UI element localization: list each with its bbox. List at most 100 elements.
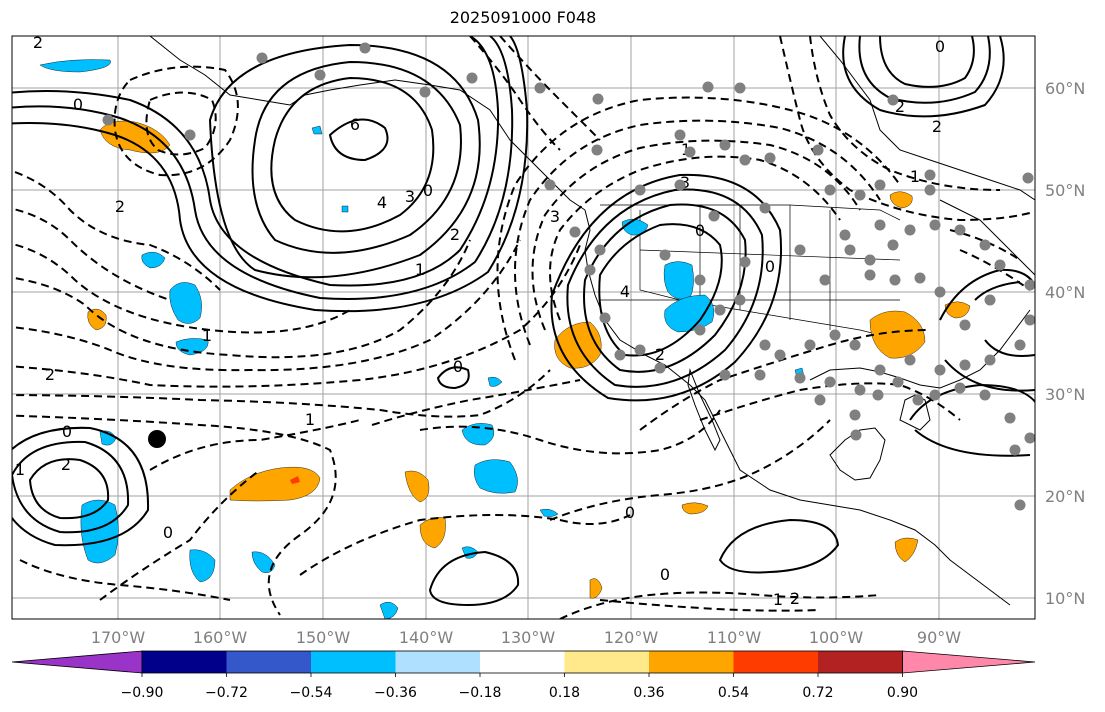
- station-dot: [694, 274, 706, 286]
- lon-tick-label: 100°W: [809, 628, 864, 647]
- colorbar-label: −0.54: [290, 685, 333, 701]
- station-dot: [929, 389, 941, 401]
- station-dot: [924, 184, 936, 196]
- station-dot: [584, 264, 596, 276]
- lon-tick-label: 170°W: [91, 628, 146, 647]
- station-dot: [864, 254, 876, 266]
- station-dot: [708, 210, 720, 222]
- coastlines: [149, 36, 1035, 606]
- station-dot: [674, 179, 686, 191]
- contour-label: 2: [61, 455, 71, 474]
- station-dot: [256, 52, 268, 64]
- station-dot: [984, 294, 996, 306]
- station-dot: [674, 129, 686, 141]
- contour-label: 2: [45, 365, 55, 384]
- lon-tick-label: 120°W: [604, 628, 659, 647]
- station-dot: [734, 82, 746, 94]
- colorbar-label: −0.36: [374, 685, 417, 701]
- station-dot: [889, 274, 901, 286]
- station-dot: [419, 86, 431, 98]
- station-dot: [929, 219, 941, 231]
- lon-tick-label: 160°W: [193, 628, 248, 647]
- station-dot: [839, 229, 851, 241]
- station-dot: [1009, 444, 1021, 456]
- colorbar-label: 0.36: [633, 685, 664, 701]
- lon-tick-label: 130°W: [501, 628, 556, 647]
- station-dot: [849, 409, 861, 421]
- contour-label: 0: [765, 257, 775, 276]
- contour-label: 4: [377, 193, 387, 212]
- station-dot: [659, 249, 671, 261]
- contour-label: 1: [910, 167, 920, 186]
- lon-tick-label: 90°W: [917, 628, 961, 647]
- colorbar-segment: [564, 651, 649, 673]
- contour-label: 1: [773, 590, 783, 609]
- station-dot: [739, 256, 751, 268]
- station-dot: [1024, 279, 1035, 291]
- station-dot: [764, 152, 776, 164]
- station-dot: [824, 184, 836, 196]
- lat-tick-label: 40°N: [1045, 283, 1085, 302]
- station-dot: [754, 369, 766, 381]
- colorbar-label: −0.90: [121, 685, 164, 701]
- station-dot: [1024, 432, 1035, 444]
- station-dot: [892, 376, 904, 388]
- positive-contours: [12, 36, 1035, 607]
- station-dot: [694, 324, 706, 336]
- colorbar-segment: [733, 651, 818, 673]
- latitude-ticks: 60°N 50°N 40°N 30°N 20°N 10°N: [1045, 79, 1085, 608]
- station-dot: [887, 94, 899, 106]
- station-dot: [534, 82, 546, 94]
- station-dot: [594, 244, 606, 256]
- station-dot: [702, 81, 714, 93]
- station-dot: [874, 219, 886, 231]
- colorbar-label: 0.54: [718, 685, 749, 701]
- station-dot: [872, 389, 884, 401]
- lat-tick-label: 50°N: [1045, 181, 1085, 200]
- contour-label: 1: [202, 326, 212, 345]
- contour-label: 3: [680, 173, 690, 192]
- contour-label: 2: [33, 33, 43, 52]
- station-dot: [979, 239, 991, 251]
- colorbar-labels: −0.90 −0.72 −0.54 −0.36 −0.18 0.18 0.36 0.54 0.7…: [121, 673, 918, 701]
- station-dot: [794, 372, 806, 384]
- station-dot: [874, 179, 886, 191]
- station-dot: [359, 42, 371, 54]
- station-dot: [794, 244, 806, 256]
- lat-tick-label: 20°N: [1045, 487, 1085, 506]
- station-dot: [954, 382, 966, 394]
- station-dot: [614, 349, 626, 361]
- political-borders: [600, 204, 901, 341]
- colorbar-label: 0.18: [549, 685, 580, 701]
- station-dot: [719, 369, 731, 381]
- station-dot: [924, 169, 936, 181]
- colorbar-label: −0.18: [459, 685, 502, 701]
- contour-label: 0: [423, 181, 433, 200]
- contour-label: 2: [895, 97, 905, 116]
- contour-label: 0: [625, 503, 635, 522]
- contour-label: 6: [350, 115, 360, 134]
- station-dot: [1014, 499, 1026, 511]
- contour-label: 0: [453, 357, 463, 376]
- contour-label: 1: [305, 410, 315, 429]
- contour-label: 2: [655, 345, 665, 364]
- station-dot: [994, 259, 1006, 271]
- station-dot: [959, 359, 971, 371]
- contour-label: 2: [790, 589, 800, 608]
- contour-label: 0: [73, 95, 83, 114]
- station-dot: [984, 354, 996, 366]
- lon-tick-label: 140°W: [399, 628, 454, 647]
- station-dot: [714, 304, 726, 316]
- station-dot: [654, 362, 666, 374]
- colorbar-segment: [311, 651, 396, 673]
- colorbar: [11, 650, 1036, 674]
- contour-labels: 02643021200112342030102120010212: [15, 33, 945, 609]
- lon-tick-label: 150°W: [296, 628, 351, 647]
- station-dot: [854, 189, 866, 201]
- station-dot: [829, 329, 841, 341]
- colorbar-extend-high: [902, 650, 1036, 674]
- station-dot: [979, 389, 991, 401]
- station-dot: [634, 184, 646, 196]
- station-dot: [569, 226, 581, 238]
